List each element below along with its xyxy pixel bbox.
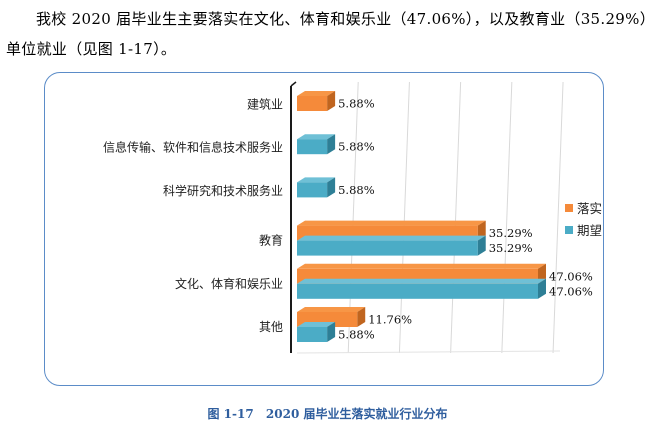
data-label: 5.88% xyxy=(338,97,375,111)
bar-top-face xyxy=(297,307,366,312)
bar-front-face xyxy=(297,327,328,342)
data-label: 47.06% xyxy=(549,284,593,298)
bar-top-face xyxy=(297,235,486,241)
category-axis-cap xyxy=(290,81,297,87)
category-label: 建筑业 xyxy=(247,97,283,112)
bar-end-face xyxy=(357,307,366,327)
chart-bars xyxy=(297,91,546,342)
data-label: 11.76% xyxy=(368,313,412,327)
gridline xyxy=(398,81,410,354)
floor-line xyxy=(296,350,561,354)
category-label: 科学研究和技术服务业 xyxy=(163,183,283,198)
legend-swatch xyxy=(565,226,573,234)
intro-paragraph: 我校 2020 届毕业生主要落实在文化、体育和娱乐业（47.06%），以及教育业… xyxy=(6,10,648,58)
bar-front-face xyxy=(297,182,328,198)
data-label: 5.88% xyxy=(338,140,375,154)
legend-label: 期望 xyxy=(577,223,602,238)
data-label: 35.29% xyxy=(489,226,533,240)
chart-labels: 建筑业 5.88% 信息传输、软件和信息技术服务业 5.88% 科学研究和技术服务业 5.… xyxy=(103,97,593,342)
bar-front-face xyxy=(297,139,328,155)
bar-top-face xyxy=(297,220,486,226)
figure-title: 2020 届毕业生落实就业行业分布 xyxy=(265,407,448,421)
bar xyxy=(297,235,486,256)
data-label: 5.88% xyxy=(338,183,375,197)
bar-top-face xyxy=(297,263,546,269)
bar-top-face xyxy=(297,134,336,140)
chart-gridlines xyxy=(296,81,564,354)
figure-number: 图 1-17 xyxy=(207,407,254,421)
bar-top-face xyxy=(297,91,336,96)
gridline xyxy=(501,81,513,354)
legend-label: 落实 xyxy=(577,201,602,216)
bar xyxy=(297,278,546,299)
bar-top-face xyxy=(297,177,336,183)
bar-top-face xyxy=(297,278,546,284)
category-label: 其他 xyxy=(259,320,283,334)
bar-front-face xyxy=(297,240,478,256)
legend-swatch xyxy=(565,204,573,212)
data-label: 5.88% xyxy=(338,328,375,342)
bar xyxy=(297,91,336,111)
bar xyxy=(297,134,336,155)
category-label: 教育 xyxy=(259,233,283,248)
bar-end-face xyxy=(327,177,336,198)
bar xyxy=(297,307,366,327)
data-label: 35.29% xyxy=(489,241,533,255)
gridline xyxy=(450,81,462,354)
bar-front-face xyxy=(297,96,328,111)
bar-end-face xyxy=(327,134,336,155)
bar-end-face xyxy=(477,235,486,256)
bar-top-face xyxy=(297,322,336,327)
bar xyxy=(297,177,336,198)
bar-end-face xyxy=(538,278,546,299)
chart-axis xyxy=(290,81,297,353)
bar-end-face xyxy=(327,91,336,111)
bar-end-face xyxy=(327,322,336,342)
figure-caption: 图 1-17 2020 届毕业生落实就业行业分布 xyxy=(0,405,655,422)
bar xyxy=(297,322,336,342)
category-label: 信息传输、软件和信息技术服务业 xyxy=(103,140,283,155)
data-label: 47.06% xyxy=(549,269,593,283)
category-label: 文化、体育和娱乐业 xyxy=(175,276,283,291)
bar-front-face xyxy=(297,283,538,299)
gridline xyxy=(552,81,564,354)
